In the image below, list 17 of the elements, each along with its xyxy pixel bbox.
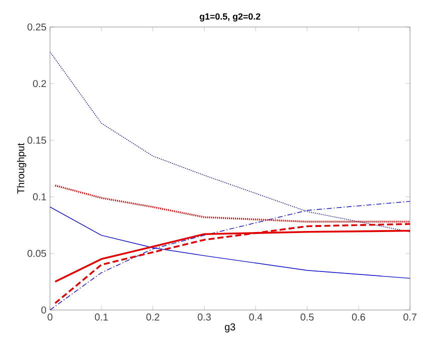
y-tick-label: 0.25 <box>27 23 46 31</box>
y-tick-label: 0.05 <box>27 250 46 257</box>
y-tick-label: 0.15 <box>27 136 46 144</box>
y-tick-label: 0 <box>41 306 46 314</box>
x-tick-label: 0.1 <box>94 314 108 321</box>
x-tick-label: 0.3 <box>198 314 211 321</box>
x-tick-label: 0.4 <box>249 314 262 321</box>
x-tick-label: 0.2 <box>146 314 160 321</box>
x-tick-label: 0.7 <box>403 314 416 321</box>
x-axis-title: g3 <box>224 323 236 332</box>
x-tick-label: 0.5 <box>300 314 314 321</box>
y-axis-title: Throughput <box>16 143 26 194</box>
y-tick-label: 0.1 <box>33 193 46 200</box>
x-tick-label: 0 <box>48 314 52 321</box>
x-tick-label: 0.6 <box>352 314 366 321</box>
y-tick-label: 0.2 <box>33 80 46 88</box>
chart-title: g1=0.5, g2=0.2 <box>200 13 260 22</box>
